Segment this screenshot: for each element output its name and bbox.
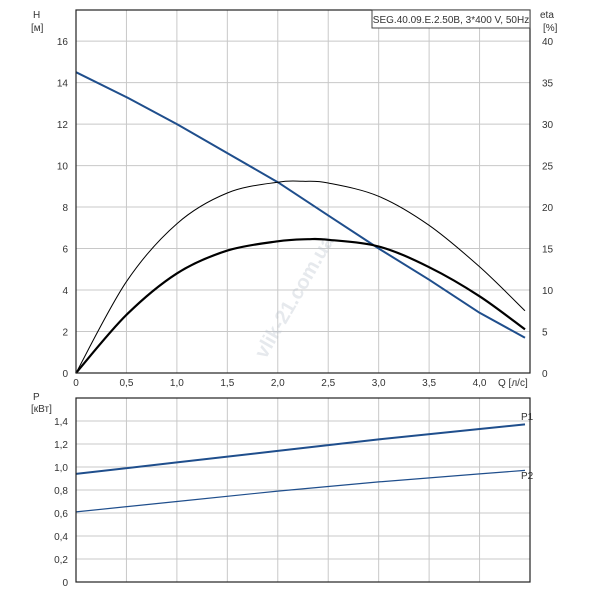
top-chart-series [75, 71, 526, 374]
y-right-tick-label: 35 [542, 79, 554, 90]
bottom-y-tick-label: 0,4 [54, 532, 68, 543]
watermark-text: vlik-21.com.ua [251, 231, 339, 362]
x-tick-label: 0 [73, 378, 79, 389]
bottom-y-tick-label: 0,8 [54, 486, 68, 497]
series-label-p2: P2 [521, 471, 534, 482]
y-right-tick-label: 20 [542, 203, 554, 214]
y-left-tick-label: 0 [62, 369, 68, 380]
y-left-tick-label: 12 [57, 120, 69, 131]
bottom-chart-frame [75, 397, 531, 583]
top-left-axis-unit: [м] [31, 23, 44, 34]
top-x-axis-label: Q [л/с] [498, 378, 528, 389]
top-right-axis-unit: [%] [543, 23, 558, 34]
y-right-tick-label: 40 [542, 37, 554, 48]
y-right-tick-label: 5 [542, 328, 548, 339]
bottom-chart-series [75, 423, 526, 513]
efficiency-curve-line [75, 180, 526, 374]
bottom-y-tick-label: 0,6 [54, 509, 68, 520]
y-left-tick-label: 6 [62, 245, 68, 256]
y-left-tick-label: 16 [57, 37, 69, 48]
chart-title: SEG.40.09.E.2.50B, 3*400 V, 50Hz [373, 15, 529, 26]
bottom-axis-unit: [кВт] [31, 404, 52, 415]
y-left-tick-label: 4 [62, 286, 68, 297]
x-tick-label: 1,5 [220, 378, 234, 389]
power-p1-line [75, 423, 526, 475]
y-right-tick-label: 0 [542, 369, 548, 380]
x-tick-label: 2,5 [321, 378, 335, 389]
bottom-y-tick-label: 1,2 [54, 440, 68, 451]
top-chart-frame [75, 9, 531, 374]
bottom-y-tick-label: 0,2 [54, 555, 68, 566]
x-tick-label: 4,0 [473, 378, 487, 389]
y-left-tick-label: 8 [62, 203, 68, 214]
head-curve-line [75, 71, 526, 339]
bottom-chart-grid [75, 398, 530, 583]
top-chart-grid [75, 10, 530, 374]
axis-tick-labels: 0 0,5 1,0 1,5 2,0 2,5 3,0 3,5 4,0 0 2 4 6 8 10 12 14 16 0 5… [54, 37, 553, 589]
y-left-tick-label: 14 [57, 79, 69, 90]
top-left-axis-name: H [33, 10, 40, 21]
y-right-tick-label: 25 [542, 162, 554, 173]
y-right-tick-label: 15 [542, 245, 554, 256]
y-left-tick-label: 10 [57, 162, 69, 173]
x-tick-label: 3,5 [422, 378, 436, 389]
bottom-y-tick-label: 1,0 [54, 463, 68, 474]
bottom-axis-name: P [33, 392, 40, 403]
power-p2-line [75, 469, 526, 513]
x-tick-label: 2,0 [271, 378, 285, 389]
top-right-axis-name: eta [540, 10, 554, 21]
y-left-tick-label: 2 [62, 328, 68, 339]
x-tick-label: 1,0 [170, 378, 184, 389]
x-tick-label: 0,5 [119, 378, 133, 389]
chart-title-box [371, 9, 531, 29]
bottom-y-tick-label: 1,4 [54, 417, 68, 428]
y-right-tick-label: 10 [542, 286, 554, 297]
hydraulic-efficiency-curve-line [75, 237, 526, 374]
y-right-tick-label: 30 [542, 120, 554, 131]
series-label-p1: P1 [521, 412, 534, 423]
x-tick-label: 3,0 [372, 378, 386, 389]
bottom-y-tick-label: 0 [62, 578, 68, 589]
